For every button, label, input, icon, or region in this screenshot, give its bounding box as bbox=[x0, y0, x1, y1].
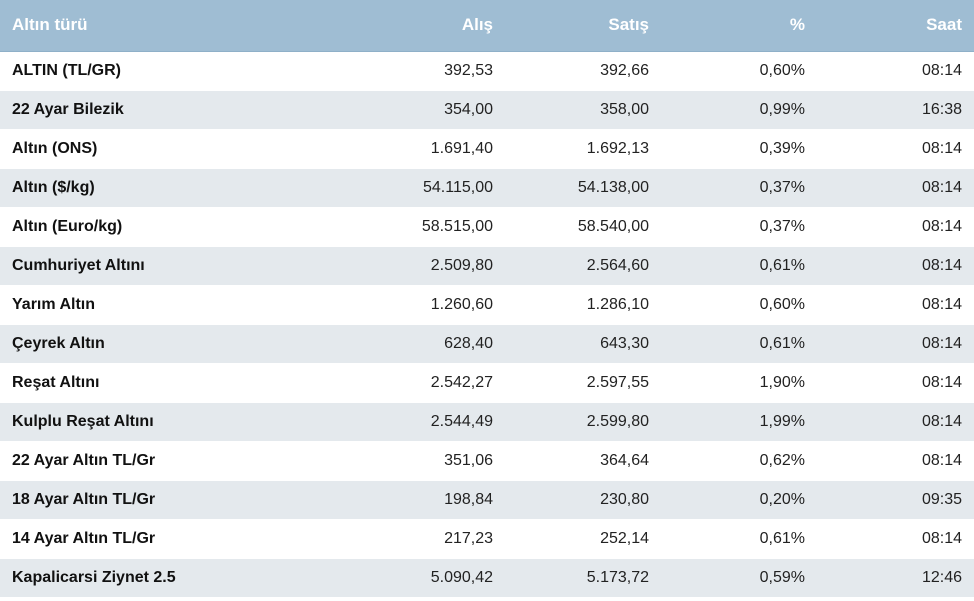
table-row[interactable]: Altın (ONS) 1.691,40 1.692,13 0,39% 08:14 bbox=[0, 129, 974, 169]
table-row[interactable]: Cumhuriyet Altını 2.509,80 2.564,60 0,61% 08… bbox=[0, 246, 974, 286]
buy-price-cell: 2.542,27 bbox=[348, 363, 505, 403]
header-buy[interactable]: Alış bbox=[348, 0, 505, 52]
header-change[interactable]: % bbox=[661, 0, 817, 52]
table-header: Altın türü Alış Satış % Saat bbox=[0, 0, 974, 52]
gold-type-cell: Altın (ONS) bbox=[0, 129, 348, 169]
buy-price-cell: 1.260,60 bbox=[348, 285, 505, 325]
time-cell: 08:14 bbox=[817, 51, 974, 91]
time-cell: 08:14 bbox=[817, 207, 974, 247]
time-cell: 16:38 bbox=[817, 90, 974, 130]
header-gold-type[interactable]: Altın türü bbox=[0, 0, 348, 52]
gold-type-cell: 18 Ayar Altın TL/Gr bbox=[0, 480, 348, 520]
sell-price-cell: 2.564,60 bbox=[505, 246, 661, 286]
change-percent-cell: 0,37% bbox=[661, 207, 817, 247]
sell-price-cell: 392,66 bbox=[505, 51, 661, 91]
table-row[interactable]: 14 Ayar Altın TL/Gr 217,23 252,14 0,61% 08:1… bbox=[0, 519, 974, 559]
sell-price-cell: 54.138,00 bbox=[505, 168, 661, 208]
sell-price-cell: 364,64 bbox=[505, 441, 661, 481]
sell-price-cell: 2.599,80 bbox=[505, 402, 661, 442]
gold-type-cell: Altın (Euro/kg) bbox=[0, 207, 348, 247]
table-row[interactable]: Altın (Euro/kg) 58.515,00 58.540,00 0,37% 08… bbox=[0, 207, 974, 247]
change-percent-cell: 0,39% bbox=[661, 129, 817, 169]
table-row[interactable]: 22 Ayar Bilezik 354,00 358,00 0,99% 16:38 bbox=[0, 90, 974, 130]
buy-price-cell: 217,23 bbox=[348, 519, 505, 559]
gold-type-cell: Reşat Altını bbox=[0, 363, 348, 403]
time-cell: 08:14 bbox=[817, 246, 974, 286]
buy-price-cell: 198,84 bbox=[348, 480, 505, 520]
gold-type-cell: 22 Ayar Altın TL/Gr bbox=[0, 441, 348, 481]
sell-price-cell: 2.597,55 bbox=[505, 363, 661, 403]
table-row[interactable]: Kulplu Reşat Altını 2.544,49 2.599,80 1,99%… bbox=[0, 402, 974, 442]
time-cell: 08:14 bbox=[817, 402, 974, 442]
buy-price-cell: 58.515,00 bbox=[348, 207, 505, 247]
table-row[interactable]: 22 Ayar Altın TL/Gr 351,06 364,64 0,62% 08:1… bbox=[0, 441, 974, 481]
time-cell: 08:14 bbox=[817, 363, 974, 403]
gold-type-cell: Altın ($/kg) bbox=[0, 168, 348, 208]
change-percent-cell: 0,37% bbox=[661, 168, 817, 208]
buy-price-cell: 2.509,80 bbox=[348, 246, 505, 286]
time-cell: 08:14 bbox=[817, 324, 974, 364]
change-percent-cell: 0,59% bbox=[661, 558, 817, 598]
change-percent-cell: 0,20% bbox=[661, 480, 817, 520]
time-cell: 09:35 bbox=[817, 480, 974, 520]
sell-price-cell: 358,00 bbox=[505, 90, 661, 130]
table-body: ALTIN (TL/GR) 392,53 392,66 0,60% 08:14 22 Ay… bbox=[0, 51, 974, 598]
change-percent-cell: 0,61% bbox=[661, 246, 817, 286]
sell-price-cell: 230,80 bbox=[505, 480, 661, 520]
buy-price-cell: 54.115,00 bbox=[348, 168, 505, 208]
gold-type-cell: Kulplu Reşat Altını bbox=[0, 402, 348, 442]
buy-price-cell: 1.691,40 bbox=[348, 129, 505, 169]
gold-type-cell: 14 Ayar Altın TL/Gr bbox=[0, 519, 348, 559]
header-sell[interactable]: Satış bbox=[505, 0, 661, 52]
table-row[interactable]: Reşat Altını 2.542,27 2.597,55 1,90% 08:14 bbox=[0, 363, 974, 403]
gold-type-cell: Cumhuriyet Altını bbox=[0, 246, 348, 286]
time-cell: 08:14 bbox=[817, 441, 974, 481]
gold-type-cell: 22 Ayar Bilezik bbox=[0, 90, 348, 130]
buy-price-cell: 354,00 bbox=[348, 90, 505, 130]
table-row[interactable]: ALTIN (TL/GR) 392,53 392,66 0,60% 08:14 bbox=[0, 51, 974, 91]
table-row[interactable]: Çeyrek Altın 628,40 643,30 0,61% 08:14 bbox=[0, 324, 974, 364]
gold-type-cell: Yarım Altın bbox=[0, 285, 348, 325]
table-row[interactable]: Altın ($/kg) 54.115,00 54.138,00 0,37% 08:14 bbox=[0, 168, 974, 208]
header-time[interactable]: Saat bbox=[817, 0, 974, 52]
time-cell: 12:46 bbox=[817, 558, 974, 598]
table-row[interactable]: 18 Ayar Altın TL/Gr 198,84 230,80 0,20% 09:3… bbox=[0, 480, 974, 520]
sell-price-cell: 1.286,10 bbox=[505, 285, 661, 325]
sell-price-cell: 1.692,13 bbox=[505, 129, 661, 169]
sell-price-cell: 643,30 bbox=[505, 324, 661, 364]
time-cell: 08:14 bbox=[817, 519, 974, 559]
buy-price-cell: 2.544,49 bbox=[348, 402, 505, 442]
sell-price-cell: 5.173,72 bbox=[505, 558, 661, 598]
table-row[interactable]: Yarım Altın 1.260,60 1.286,10 0,60% 08:14 bbox=[0, 285, 974, 325]
gold-type-cell: Çeyrek Altın bbox=[0, 324, 348, 364]
buy-price-cell: 628,40 bbox=[348, 324, 505, 364]
gold-type-cell: Kapalicarsi Ziynet 2.5 bbox=[0, 558, 348, 598]
time-cell: 08:14 bbox=[817, 168, 974, 208]
change-percent-cell: 1,99% bbox=[661, 402, 817, 442]
change-percent-cell: 0,62% bbox=[661, 441, 817, 481]
buy-price-cell: 5.090,42 bbox=[348, 558, 505, 598]
change-percent-cell: 0,60% bbox=[661, 51, 817, 91]
time-cell: 08:14 bbox=[817, 285, 974, 325]
change-percent-cell: 0,99% bbox=[661, 90, 817, 130]
buy-price-cell: 392,53 bbox=[348, 51, 505, 91]
change-percent-cell: 0,60% bbox=[661, 285, 817, 325]
header-row: Altın türü Alış Satış % Saat bbox=[0, 0, 974, 52]
change-percent-cell: 0,61% bbox=[661, 324, 817, 364]
change-percent-cell: 0,61% bbox=[661, 519, 817, 559]
table-row[interactable]: Kapalicarsi Ziynet 2.5 5.090,42 5.173,72 0,… bbox=[0, 558, 974, 598]
gold-type-cell: ALTIN (TL/GR) bbox=[0, 51, 348, 91]
change-percent-cell: 1,90% bbox=[661, 363, 817, 403]
sell-price-cell: 252,14 bbox=[505, 519, 661, 559]
buy-price-cell: 351,06 bbox=[348, 441, 505, 481]
time-cell: 08:14 bbox=[817, 129, 974, 169]
sell-price-cell: 58.540,00 bbox=[505, 207, 661, 247]
